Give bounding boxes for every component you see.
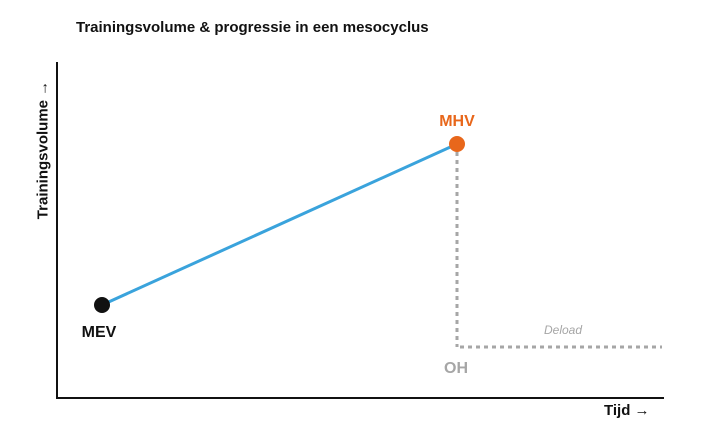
mev-point [94, 297, 110, 313]
progression-line [101, 142, 458, 307]
mev-label: MEV [82, 324, 117, 341]
x-axis-label: Tijd → [604, 402, 650, 419]
oh-label: OH [444, 360, 468, 377]
diagram-title: Trainingsvolume & progressie in een meso… [76, 19, 429, 36]
mhv-point [449, 136, 465, 152]
mhv-label: MHV [439, 113, 475, 130]
deload-label: Deload [544, 323, 582, 337]
